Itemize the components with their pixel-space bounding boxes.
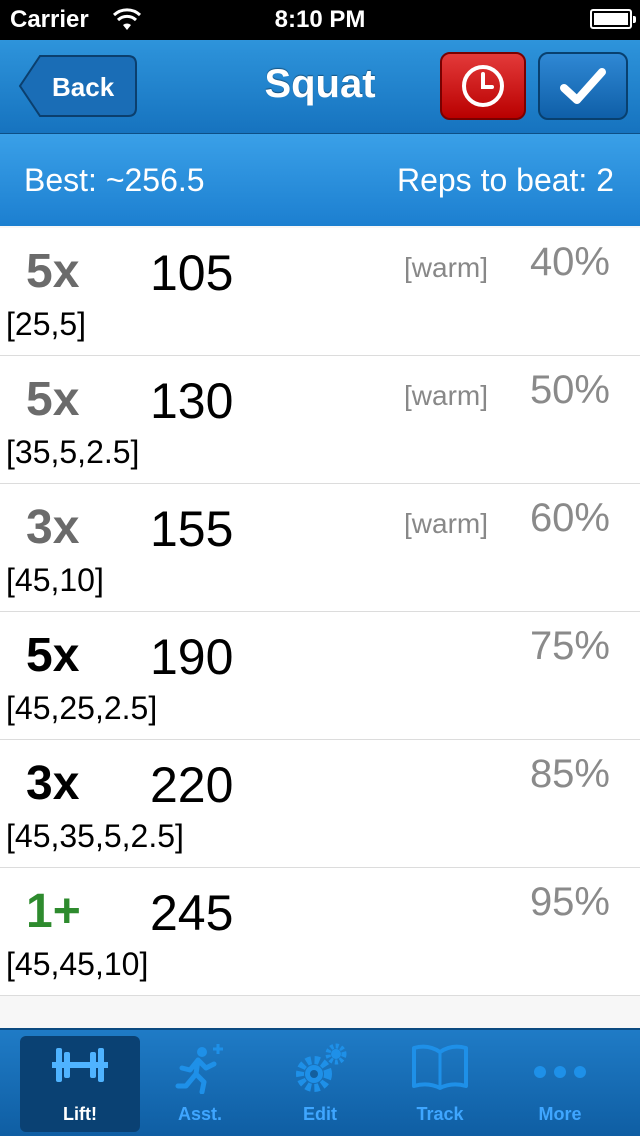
navigation-bar: Back Squat [0, 40, 640, 134]
plate-breakdown: [35,5,2.5] [6, 434, 140, 470]
back-arrow-shape [18, 55, 137, 117]
clock-icon [462, 65, 504, 107]
set-weight: 130 [150, 373, 234, 429]
tab-bar: Lift! Asst. Edit Tra [0, 1028, 640, 1136]
carrier-label: Carrier [10, 6, 89, 33]
warmup-tag: [warm] [404, 252, 488, 283]
clock-time: 8:10 PM [274, 6, 366, 33]
tab-track-label: Track [416, 1104, 464, 1124]
set-list: 5x 105 [warm] 40% [25,5] 5x 130 [warm] 5… [0, 228, 640, 996]
battery-icon [590, 9, 636, 29]
set-percent: 50% [529, 368, 610, 412]
set-row[interactable]: 5x 130 [warm] 50% [35,5,2.5] [0, 356, 640, 484]
set-row[interactable]: 3x 220 85% [45,35,5,2.5] [0, 740, 640, 868]
set-percent: 75% [529, 624, 610, 668]
info-bar: Best: ~256.5 Reps to beat: 2 [0, 134, 640, 226]
rest-timer-button[interactable] [440, 52, 526, 120]
warmup-tag: [warm] [404, 380, 488, 411]
more-dots-icon [534, 1066, 586, 1078]
barbell-icon [52, 1048, 108, 1082]
set-row[interactable]: 5x 105 [warm] 40% [25,5] [0, 228, 640, 356]
back-button[interactable]: Back [18, 54, 138, 118]
plate-breakdown: [45,35,5,2.5] [6, 818, 184, 854]
set-row[interactable]: 5x 190 75% [45,25,2.5] [0, 612, 640, 740]
set-reps: 5x [26, 245, 80, 298]
gears-icon [296, 1043, 347, 1092]
set-row[interactable]: 3x 155 [warm] 60% [45,10] [0, 484, 640, 612]
back-button-label: Back [52, 72, 115, 102]
set-row[interactable]: 1+ 245 95% [45,45,10] [0, 868, 640, 996]
set-weight: 105 [150, 245, 234, 301]
plate-breakdown: [25,5] [6, 306, 87, 342]
checkmark-icon [560, 68, 606, 104]
tab-edit-label: Edit [303, 1104, 337, 1124]
tab-assistance[interactable]: Asst. [140, 1036, 260, 1132]
set-weight: 220 [150, 757, 234, 813]
runner-plus-icon [175, 1044, 223, 1094]
set-weight: 155 [150, 501, 234, 557]
page-title: Squat [264, 62, 376, 106]
set-reps: 3x [26, 501, 80, 554]
set-weight: 190 [150, 629, 234, 685]
set-percent: 60% [529, 496, 610, 540]
set-reps: 1+ [26, 885, 81, 938]
best-estimate: Best: ~256.5 [24, 162, 205, 198]
tab-more[interactable]: More [500, 1036, 620, 1132]
set-weight: 245 [150, 885, 234, 941]
tab-track[interactable]: Track [380, 1036, 500, 1132]
tab-lift[interactable]: Lift! [20, 1036, 140, 1132]
reps-to-beat: Reps to beat: 2 [396, 162, 614, 198]
tab-assistance-label: Asst. [177, 1104, 222, 1124]
wifi-icon [112, 8, 142, 30]
status-bar: Carrier 8:10 PM [0, 0, 640, 40]
tab-more-label: More [538, 1104, 582, 1124]
set-reps: 5x [26, 373, 80, 426]
tab-edit[interactable]: Edit [260, 1036, 380, 1132]
plate-breakdown: [45,25,2.5] [6, 690, 158, 726]
set-percent: 85% [529, 752, 610, 796]
plate-breakdown: [45,10] [6, 562, 104, 598]
complete-button[interactable] [538, 52, 628, 120]
plate-breakdown: [45,45,10] [6, 946, 149, 982]
set-percent: 40% [529, 240, 610, 284]
tab-lift-label: Lift! [63, 1104, 97, 1124]
set-reps: 5x [26, 629, 80, 682]
warmup-tag: [warm] [404, 508, 488, 539]
set-reps: 3x [26, 757, 80, 810]
set-percent: 95% [529, 880, 610, 924]
book-icon [412, 1044, 468, 1090]
